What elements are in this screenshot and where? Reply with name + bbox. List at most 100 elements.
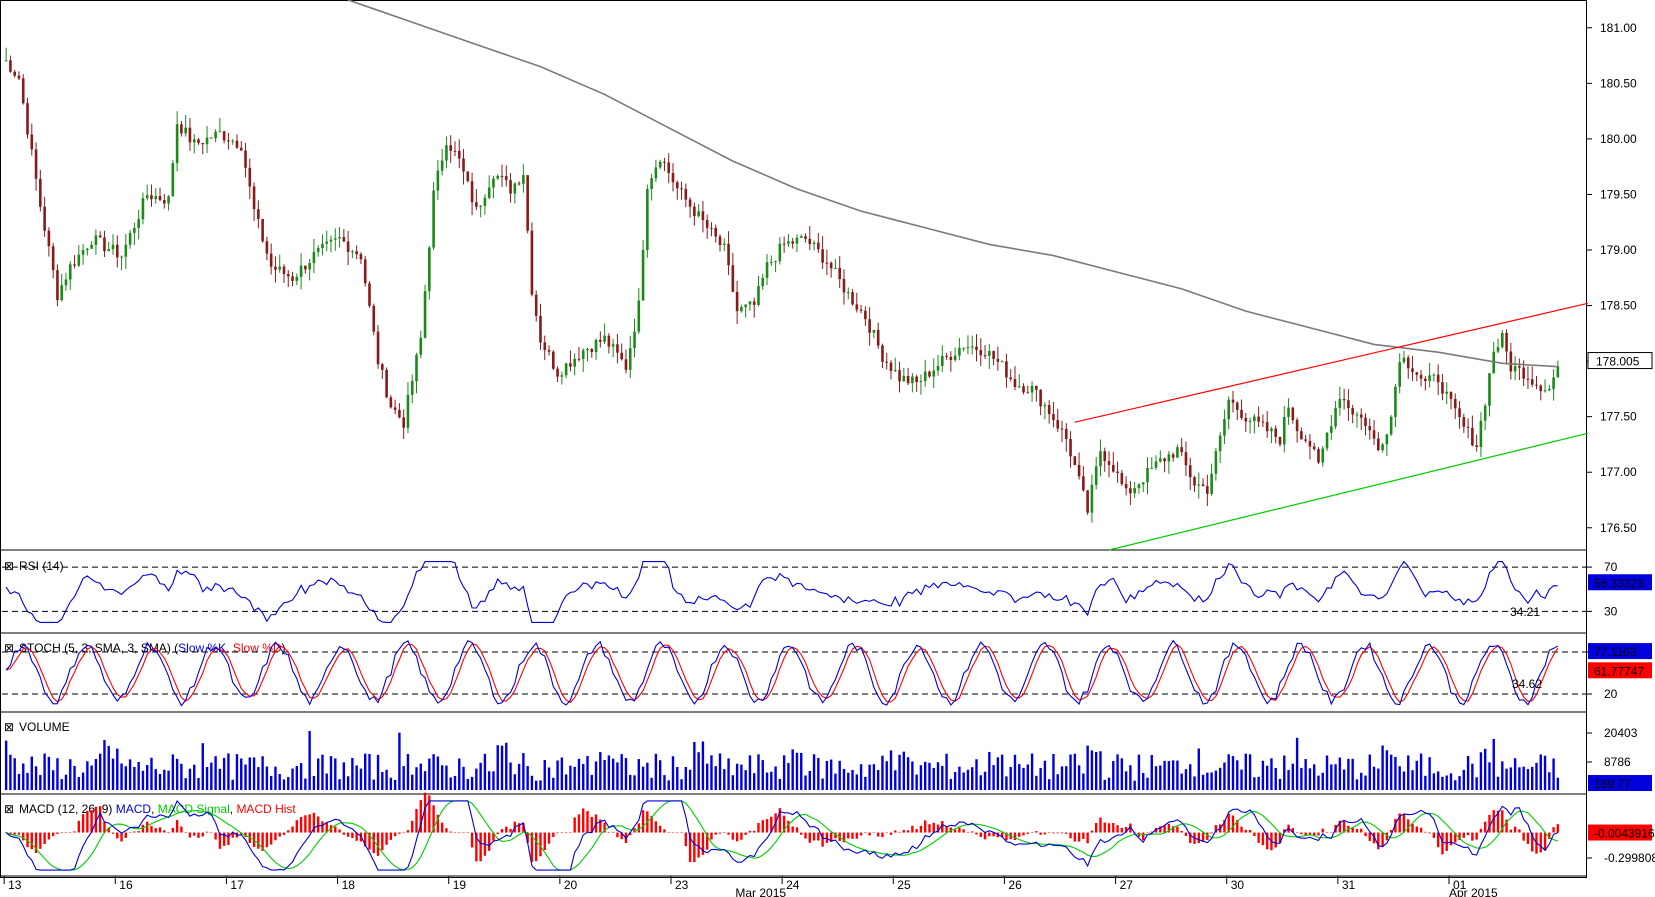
- macd-hist-bar: [111, 832, 115, 834]
- volume-bar: [1270, 758, 1273, 790]
- volume-bar: [487, 771, 491, 790]
- volume-bar: [432, 754, 435, 790]
- volume-bar: [1086, 745, 1089, 790]
- candle: [607, 333, 611, 354]
- volume-bar: [1342, 769, 1346, 790]
- volume-bar: [770, 771, 773, 790]
- macd-hist-bar: [765, 819, 769, 833]
- candle-body: [1235, 402, 1239, 410]
- candle-body: [500, 175, 504, 177]
- volume-bar: [1471, 763, 1474, 790]
- candle: [855, 292, 859, 313]
- candle-body: [1167, 454, 1171, 462]
- candle-body: [1227, 399, 1231, 420]
- volume-bar: [633, 775, 636, 790]
- candle: [1552, 369, 1555, 401]
- volume-panel: ⊠ VOLUME 20403 8786 189.77: [4, 720, 1652, 791]
- candle: [1406, 355, 1410, 379]
- macd-hist-bar: [778, 808, 782, 833]
- candle-body: [47, 230, 51, 247]
- candle-body: [872, 329, 876, 333]
- volume-bar: [1321, 772, 1324, 790]
- macd-hist-bar: [496, 832, 499, 835]
- candle-body: [1270, 428, 1273, 432]
- date-axis: 13 16 17 18 19 20 23 24 25 26 27 30 31 01 Mar 2015 Apr …: [3, 876, 1498, 897]
- volume-bar: [778, 778, 782, 790]
- volume-bar: [205, 766, 209, 790]
- volume-bar: [265, 766, 269, 790]
- stoch-close-icon[interactable]: ⊠: [4, 641, 14, 655]
- candle-body: [1304, 439, 1307, 441]
- volume-bar: [334, 758, 337, 790]
- macd-hist-bar: [932, 822, 935, 833]
- volume-bar: [329, 756, 333, 790]
- candle: [868, 307, 871, 346]
- candle: [671, 163, 675, 192]
- volume-bar: [64, 774, 68, 790]
- candle: [923, 359, 927, 387]
- macd-hist-bar: [1518, 829, 1521, 833]
- candle-body: [1355, 414, 1359, 416]
- candle: [1210, 463, 1213, 496]
- candle-body: [483, 197, 487, 206]
- candle: [633, 318, 636, 358]
- candle-body: [761, 277, 765, 287]
- rsi-last-value-box: [1588, 574, 1652, 591]
- macd-hist-bar: [547, 832, 551, 844]
- macd-hist-bar: [1342, 821, 1346, 833]
- candle: [1381, 442, 1384, 453]
- macd-hist-bar: [116, 832, 119, 839]
- volume-bar: [81, 772, 85, 790]
- volume-bar: [1372, 766, 1376, 790]
- volume-bar: [1287, 770, 1290, 790]
- candle-body: [1539, 385, 1543, 392]
- volume-bar: [146, 765, 149, 790]
- candle: [983, 344, 987, 359]
- volume-bar: [868, 764, 871, 790]
- candle-body: [1052, 414, 1055, 421]
- macd-hist-bar: [415, 808, 418, 833]
- candle-body: [368, 283, 371, 306]
- volume-close-icon[interactable]: ⊠: [4, 720, 14, 734]
- candle-body: [351, 251, 354, 253]
- candle: [915, 374, 918, 392]
- candle-body: [1210, 473, 1213, 494]
- candle: [1009, 369, 1012, 382]
- volume-bar: [1509, 767, 1513, 790]
- candle: [60, 273, 64, 302]
- date-tick-label: 13: [8, 878, 22, 892]
- rsi-tick-70: 70: [1604, 560, 1618, 574]
- macd-close-icon[interactable]: ⊠: [4, 802, 14, 816]
- volume-bar: [607, 755, 611, 790]
- candle: [274, 256, 277, 283]
- date-tick-label: 23: [675, 878, 689, 892]
- candle-body: [881, 345, 884, 362]
- candle: [1111, 452, 1115, 473]
- candle-body: [513, 183, 517, 194]
- candle: [530, 222, 534, 297]
- candle-body: [120, 256, 123, 258]
- volume-bar: [419, 763, 422, 790]
- candle: [611, 338, 615, 358]
- macd-hist-bar: [983, 832, 987, 840]
- volume-bar: [1278, 778, 1282, 790]
- macd-hist-bar: [847, 832, 850, 839]
- candle: [1218, 432, 1222, 463]
- candle-body: [1197, 484, 1201, 486]
- candle: [808, 226, 812, 250]
- candle-body: [175, 124, 179, 164]
- candle: [1291, 406, 1295, 424]
- macd-hist-bar: [214, 832, 217, 840]
- candle-body: [543, 342, 547, 350]
- macd-hist-bar: [966, 832, 970, 834]
- candle-body: [791, 241, 794, 244]
- candle-body: [1231, 399, 1235, 403]
- volume-bar: [1338, 757, 1342, 790]
- candle: [1466, 418, 1470, 439]
- rsi-close-icon[interactable]: ⊠: [4, 559, 14, 573]
- volume-bar: [77, 777, 81, 790]
- candle: [1150, 457, 1154, 469]
- candle-body: [718, 236, 722, 245]
- volume-bar: [971, 767, 974, 790]
- macd-hist-bar: [599, 819, 602, 833]
